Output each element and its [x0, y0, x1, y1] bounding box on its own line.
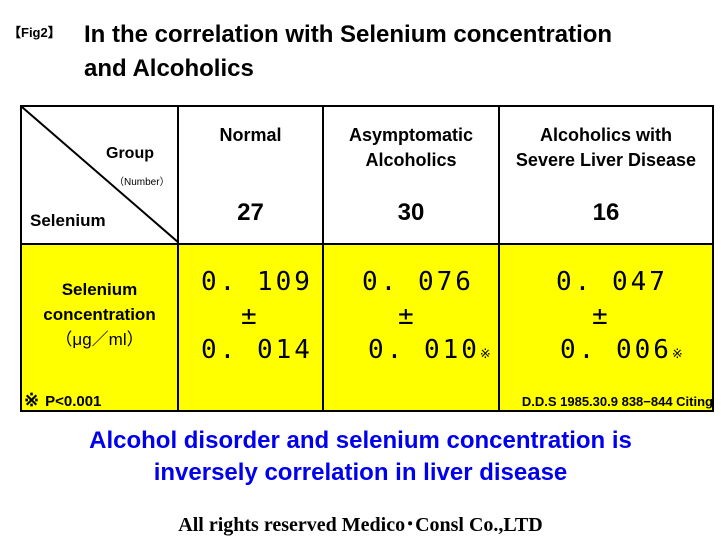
figure-tag: 【Fig2】 [8, 25, 61, 40]
value-cell-normal: 0. 109 ± 0. 014 [177, 243, 324, 412]
table-header-row: Group （Number） Selenium Normal 27 Asympt… [20, 105, 714, 245]
table-row: Selenium concentration （μg／ml） 0. 109 ± … [20, 243, 714, 412]
column-label-line: Alcoholics [365, 150, 457, 170]
sd-value: 0. 014 [201, 335, 313, 365]
conclusion: Alcohol disorder and selenium concentrat… [0, 425, 721, 489]
column-label: Normal [219, 125, 282, 145]
footnote: ※ P<0.001 [24, 390, 101, 411]
sd-value: 0. 006 [560, 335, 672, 365]
row-label-line: concentration [43, 305, 156, 324]
corner-cell: Group （Number） Selenium [20, 105, 179, 245]
value-cell-asymptomatic: 0. 076 ± 0. 010※ [322, 243, 500, 412]
column-header-asymptomatic: Asymptomatic Alcoholics 30 [322, 105, 500, 245]
significance-mark: ※ [671, 347, 683, 362]
corner-selenium-label: Selenium [30, 211, 106, 230]
conclusion-line-1: Alcohol disorder and selenium concentrat… [89, 427, 632, 454]
column-label: Alcoholics with Severe Liver Disease [500, 123, 712, 173]
page-title: In the correlation with Selenium concent… [84, 18, 714, 86]
group-count: 30 [397, 199, 425, 226]
copyright: All rights reserved Medico･Consl Co.,LTD [178, 514, 543, 536]
significance-mark: ※ [479, 347, 491, 362]
column-label-line: Severe Liver Disease [515, 150, 697, 170]
plus-minus: ± [592, 301, 611, 331]
diagonal-divider [22, 107, 179, 243]
row-label-unit: （μg／ml） [55, 330, 144, 349]
column-header-normal: Normal 27 [177, 105, 324, 245]
column-label-line: Asymptomatic [348, 125, 474, 145]
column-header-severe: Alcoholics with Severe Liver Disease 16 [498, 105, 714, 245]
citation: D.D.S 1985.30.9 838−844 Citing [521, 394, 713, 409]
row-label-line: Selenium [61, 280, 138, 299]
group-count: 27 [237, 199, 264, 226]
corner-group-label: Group [106, 145, 154, 162]
plus-minus: ± [398, 301, 417, 331]
column-label-line: Alcoholics with [539, 125, 672, 145]
column-label: Asymptomatic Alcoholics [324, 123, 498, 173]
footnote-text: P<0.001 [45, 393, 102, 410]
conclusion-line-2: inversely correlation in liver disease [153, 459, 568, 486]
group-count: 16 [592, 199, 620, 226]
row-label: Selenium concentration （μg／ml） [20, 243, 179, 412]
mean-value: 0. 076 [362, 267, 474, 297]
corner-number-label: （Number） [114, 177, 170, 188]
mean-value: 0. 109 [201, 267, 313, 297]
value-cell-severe: 0. 047 ± 0. 006※ [498, 243, 714, 412]
selenium-table: Group （Number） Selenium Normal 27 Asympt… [20, 105, 714, 412]
plus-minus: ± [241, 301, 260, 331]
mean-value: 0. 047 [556, 267, 668, 297]
title-line-2: and Alcoholics [84, 55, 254, 82]
title-line-1: In the correlation with Selenium concent… [84, 21, 613, 48]
footnote-symbol: ※ [24, 390, 40, 410]
sd-value: 0. 010 [368, 335, 480, 365]
